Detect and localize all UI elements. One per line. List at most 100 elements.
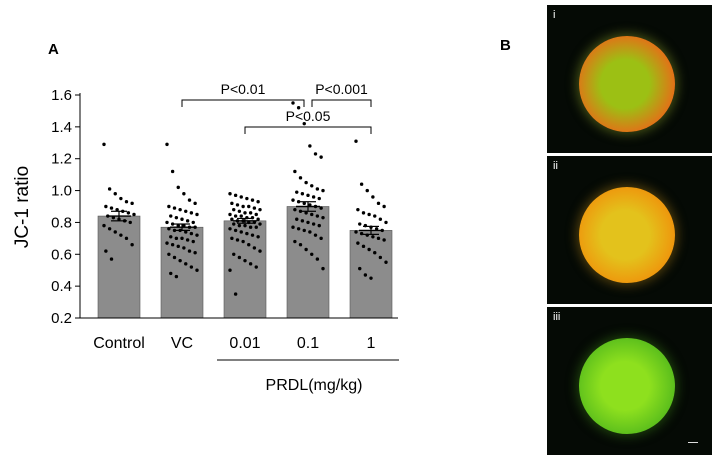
data-point xyxy=(189,265,194,269)
data-point xyxy=(311,222,316,226)
data-point xyxy=(306,193,310,198)
data-point xyxy=(315,187,320,191)
x-tick-label: Control xyxy=(93,335,145,352)
micrograph-cell-i xyxy=(579,36,675,132)
data-point xyxy=(371,235,375,239)
data-point xyxy=(233,214,238,218)
micrograph-column: i ii iii xyxy=(547,5,712,456)
data-point xyxy=(293,239,297,244)
data-point xyxy=(130,243,134,247)
data-point xyxy=(176,223,180,228)
data-point xyxy=(233,228,238,233)
data-point xyxy=(245,196,249,201)
data-point xyxy=(247,243,251,247)
micrograph-panel-ii: ii xyxy=(547,156,712,304)
data-point xyxy=(235,238,240,242)
data-point xyxy=(382,238,386,242)
data-point xyxy=(184,209,188,213)
data-point xyxy=(230,217,234,221)
data-point xyxy=(241,204,245,209)
data-point xyxy=(296,106,301,110)
data-point xyxy=(172,255,177,260)
data-point xyxy=(310,212,314,217)
data-point xyxy=(182,192,186,196)
data-point xyxy=(193,201,197,206)
data-point xyxy=(124,236,129,241)
data-point xyxy=(191,220,195,225)
data-point xyxy=(102,142,106,147)
data-point xyxy=(295,217,299,221)
x-tick-label: 0.1 xyxy=(297,335,319,352)
data-point xyxy=(167,252,171,256)
data-point xyxy=(165,220,169,225)
data-point xyxy=(321,215,325,220)
y-tick-label: 0.6 xyxy=(51,246,72,263)
data-point xyxy=(317,223,321,228)
data-point xyxy=(302,121,306,126)
data-point xyxy=(298,243,303,247)
data-point xyxy=(258,222,262,226)
data-point xyxy=(230,236,234,241)
data-point xyxy=(295,190,299,194)
group-label-prdl: PRDL(mg/kg) xyxy=(266,377,363,394)
data-point xyxy=(180,217,184,221)
significance-label: P<0.001 xyxy=(315,81,368,97)
data-point xyxy=(376,201,381,206)
data-point xyxy=(311,195,316,199)
data-point xyxy=(239,195,243,199)
data-point xyxy=(174,215,179,220)
data-point xyxy=(237,255,242,260)
data-point xyxy=(252,220,257,225)
data-point xyxy=(243,258,247,263)
significance-bracket xyxy=(244,126,372,134)
data-point xyxy=(293,169,297,174)
data-point xyxy=(167,204,171,209)
data-point xyxy=(248,225,253,229)
data-point xyxy=(167,227,171,231)
data-point xyxy=(254,225,258,229)
data-point xyxy=(228,268,232,272)
data-point xyxy=(291,198,295,202)
data-point xyxy=(256,200,260,204)
data-point xyxy=(252,206,257,210)
data-point xyxy=(245,231,249,236)
data-point xyxy=(315,214,320,218)
data-point xyxy=(176,185,180,190)
data-point xyxy=(130,201,134,206)
data-point xyxy=(232,252,236,256)
data-point xyxy=(302,201,306,206)
x-tick-label: 1 xyxy=(367,335,376,352)
data-point xyxy=(165,241,169,245)
data-point xyxy=(104,249,108,253)
data-point xyxy=(382,204,386,209)
data-point xyxy=(243,211,247,215)
data-point xyxy=(310,184,314,188)
data-point xyxy=(113,230,117,234)
data-point xyxy=(302,228,306,233)
data-point xyxy=(235,203,240,207)
data-point xyxy=(232,222,236,226)
data-point xyxy=(254,212,258,217)
data-point xyxy=(243,223,247,228)
data-point xyxy=(237,209,242,213)
data-point xyxy=(304,180,308,185)
panel-label-a: A xyxy=(48,41,59,58)
data-point xyxy=(195,268,199,272)
data-point xyxy=(241,239,245,244)
data-point xyxy=(169,214,173,218)
data-point xyxy=(308,144,312,148)
data-point xyxy=(115,207,119,212)
bar-VC xyxy=(160,226,204,319)
data-point xyxy=(119,233,123,237)
y-tick-label: 1.0 xyxy=(51,183,72,200)
data-point xyxy=(107,227,112,231)
data-point xyxy=(367,247,371,252)
data-point xyxy=(174,236,179,241)
data-point xyxy=(113,192,117,196)
data-point xyxy=(109,206,114,210)
data-point xyxy=(308,230,312,234)
data-point xyxy=(291,101,295,105)
data-point xyxy=(376,236,381,241)
data-point xyxy=(228,227,232,231)
significance-label: P<0.01 xyxy=(221,81,266,97)
